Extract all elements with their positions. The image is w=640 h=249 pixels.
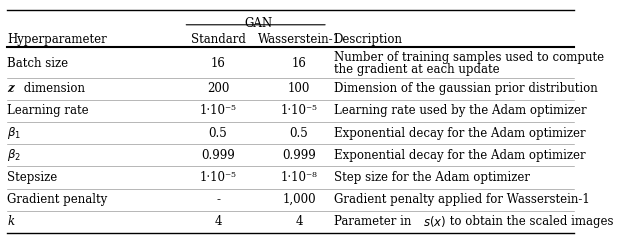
Text: 0.999: 0.999 xyxy=(282,149,316,162)
Text: 0.5: 0.5 xyxy=(290,127,308,140)
Text: Learning rate: Learning rate xyxy=(7,105,89,118)
Text: 4: 4 xyxy=(214,215,222,228)
Text: Gradient penalty: Gradient penalty xyxy=(7,193,108,206)
Text: Description: Description xyxy=(333,33,403,46)
Text: Step size for the Adam optimizer: Step size for the Adam optimizer xyxy=(333,171,530,184)
Text: $\beta_2$: $\beta_2$ xyxy=(7,147,21,163)
Text: the gradient at each update: the gradient at each update xyxy=(333,63,499,76)
Text: Learning rate used by the Adam optimizer: Learning rate used by the Adam optimizer xyxy=(333,105,586,118)
Text: Gradient penalty applied for Wasserstein-1: Gradient penalty applied for Wasserstein… xyxy=(333,193,589,206)
Text: 16: 16 xyxy=(211,57,225,70)
Text: $\beta_1$: $\beta_1$ xyxy=(7,125,21,141)
Text: $s(x)$: $s(x)$ xyxy=(423,214,447,229)
Text: Number of training samples used to compute: Number of training samples used to compu… xyxy=(333,51,604,64)
Text: 1·10⁻⁵: 1·10⁻⁵ xyxy=(200,105,237,118)
Text: 1·10⁻⁵: 1·10⁻⁵ xyxy=(280,105,317,118)
Text: -: - xyxy=(216,193,220,206)
Text: Exponential decay for the Adam optimizer: Exponential decay for the Adam optimizer xyxy=(333,127,586,140)
Text: 1,000: 1,000 xyxy=(282,193,316,206)
Text: 0.999: 0.999 xyxy=(201,149,235,162)
Text: 1·10⁻⁸: 1·10⁻⁸ xyxy=(280,171,317,184)
Text: Standard: Standard xyxy=(191,33,246,46)
Text: Dimension of the gaussian prior distribution: Dimension of the gaussian prior distribu… xyxy=(333,82,597,95)
Text: to obtain the scaled images: to obtain the scaled images xyxy=(446,215,614,228)
Text: dimension: dimension xyxy=(20,82,85,95)
Text: GAN: GAN xyxy=(244,17,273,30)
Text: 200: 200 xyxy=(207,82,229,95)
Text: k: k xyxy=(7,215,14,228)
Text: 1·10⁻⁵: 1·10⁻⁵ xyxy=(200,171,237,184)
Text: 0.5: 0.5 xyxy=(209,127,227,140)
Text: 100: 100 xyxy=(288,82,310,95)
Text: 4: 4 xyxy=(295,215,303,228)
Text: Hyperparameter: Hyperparameter xyxy=(7,33,107,46)
Text: Batch size: Batch size xyxy=(7,57,68,70)
Text: Stepsize: Stepsize xyxy=(7,171,58,184)
Text: Exponential decay for the Adam optimizer: Exponential decay for the Adam optimizer xyxy=(333,149,586,162)
Text: 16: 16 xyxy=(292,57,307,70)
Text: Wasserstein-1: Wasserstein-1 xyxy=(257,33,340,46)
Text: Parameter in: Parameter in xyxy=(333,215,415,228)
Text: z: z xyxy=(7,82,14,95)
